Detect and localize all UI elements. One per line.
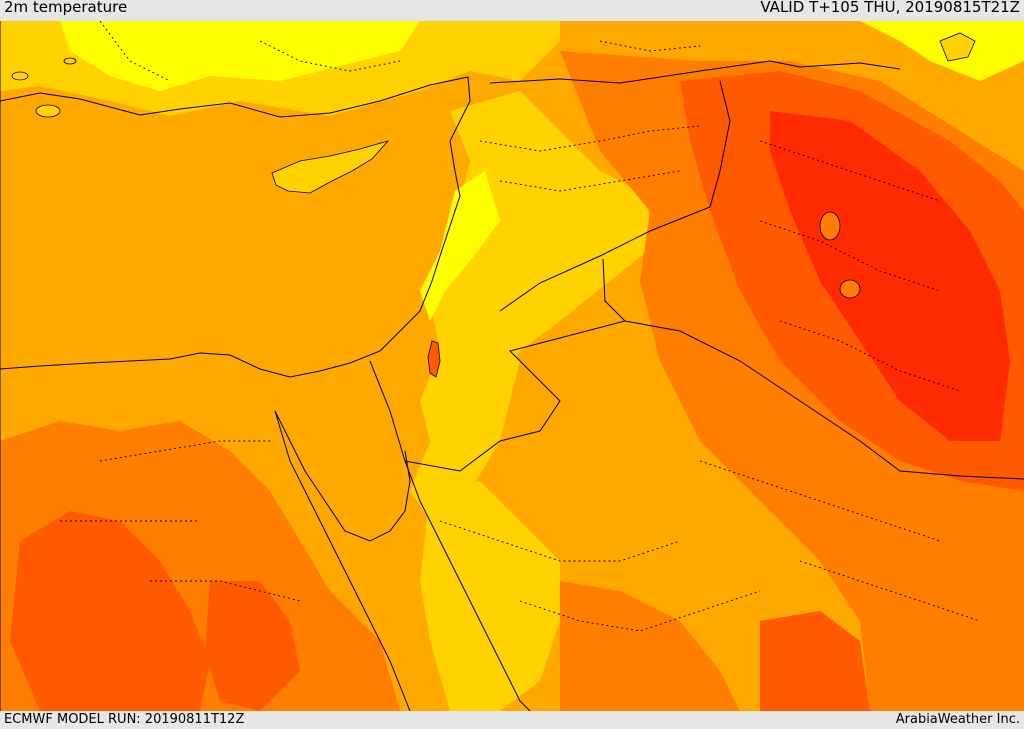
lake-van <box>939 32 976 62</box>
cyprus-island <box>271 140 390 194</box>
dead-sea <box>427 340 441 378</box>
credit-label: ArabiaWeather Inc. <box>895 712 1020 727</box>
levant-bright-yellow <box>420 171 500 321</box>
national-borders <box>369 60 1024 480</box>
lake-tharthar <box>819 211 841 241</box>
valid-time: VALID T+105 THU, 20190815T21Z <box>760 0 1020 16</box>
coastlines <box>0 21 531 711</box>
iraq-red-core <box>770 111 1010 441</box>
saudi-light-orange <box>420 481 560 711</box>
jordan-yellow <box>420 331 520 521</box>
map-title: 2m temperature <box>4 0 128 16</box>
saudi-red-orange-south <box>760 611 870 711</box>
egypt-red-patch-2 <box>205 581 300 711</box>
egypt-red-orange <box>10 511 210 711</box>
bottom-info-bar: ECMWF MODEL RUN: 20190811T12Z ArabiaWeat… <box>0 711 1024 729</box>
bright-yellow-north <box>60 21 420 91</box>
bright-yellow-northeast <box>860 21 1024 81</box>
model-run-label: ECMWF MODEL RUN: 20190811T12Z <box>4 712 245 727</box>
saudi-dark-orange-south <box>560 581 740 711</box>
aegean-islands <box>11 57 77 118</box>
lake-razazah <box>839 279 861 299</box>
internal-borders <box>60 21 981 632</box>
temperature-map <box>0 21 1024 711</box>
top-title-bar: 2m temperature VALID T+105 THU, 20190815… <box>0 0 1024 21</box>
